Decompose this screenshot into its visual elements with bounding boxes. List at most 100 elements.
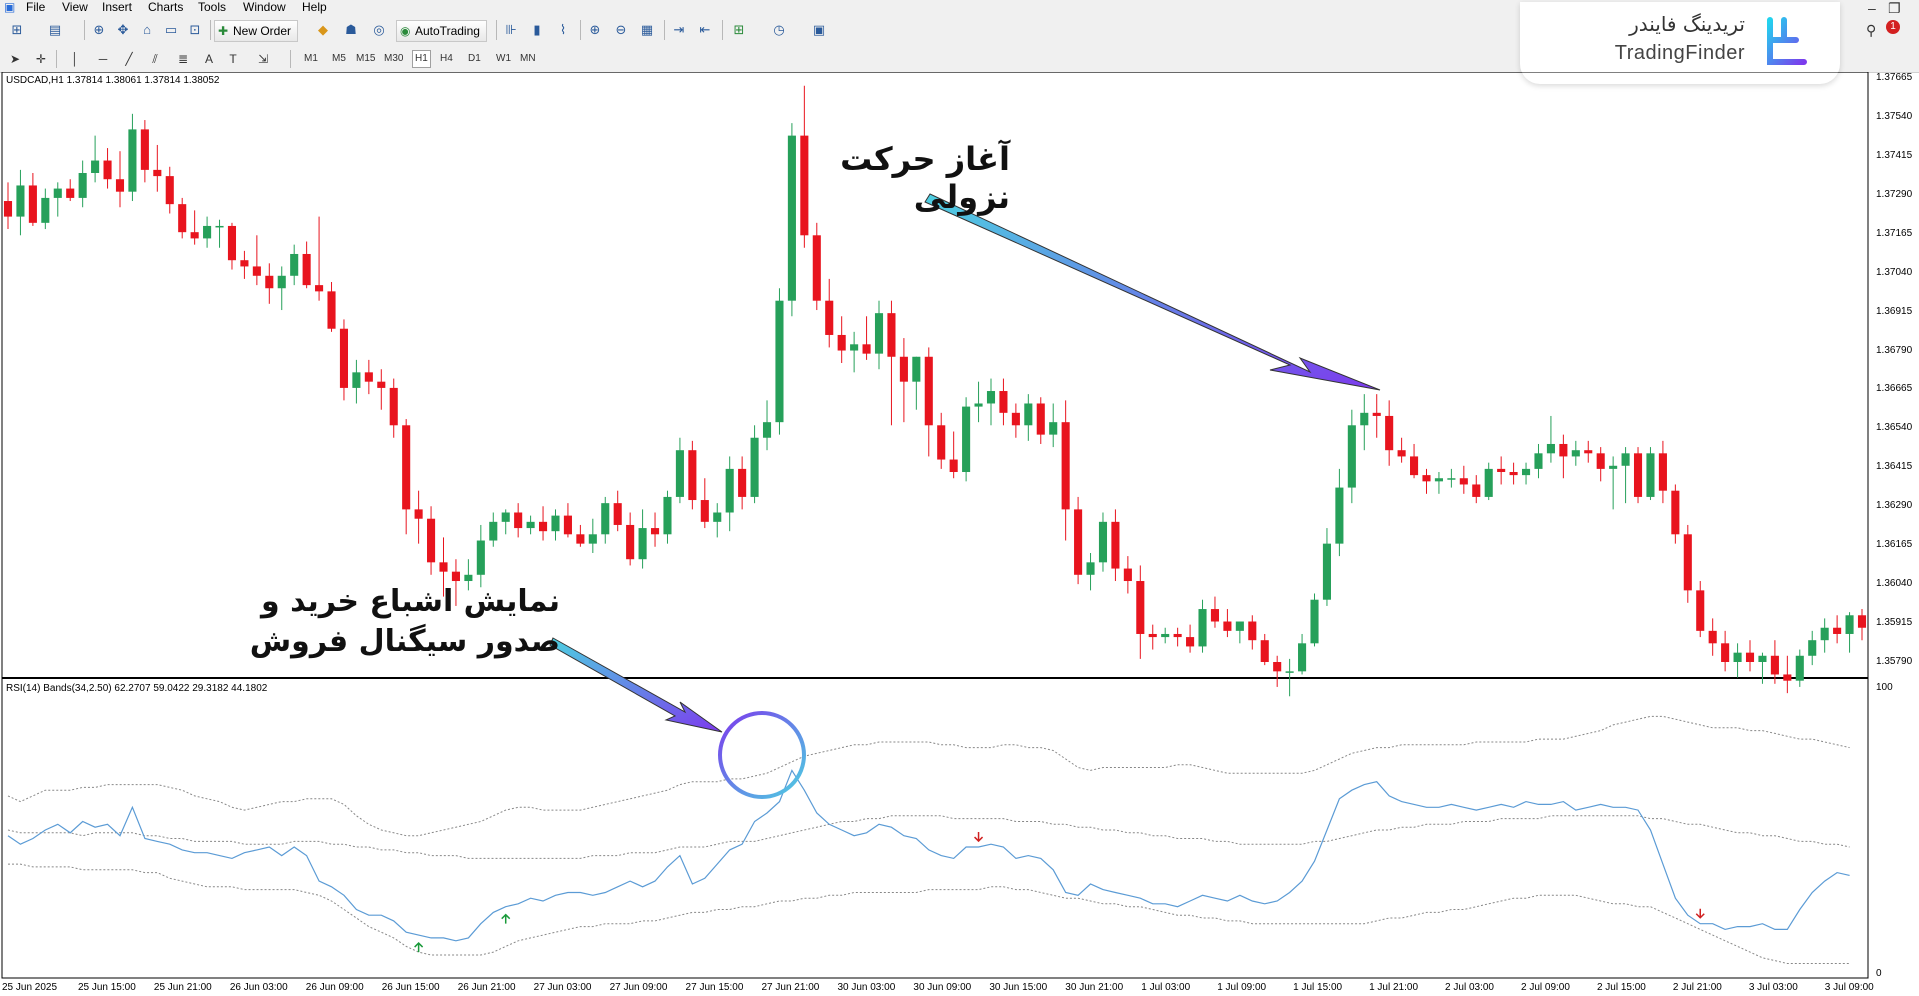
price-axis-label: 1.36665 (1876, 383, 1913, 395)
candle-body (315, 285, 324, 292)
candle-body (912, 356, 921, 382)
timeframe-m15[interactable]: M15 (356, 53, 376, 64)
new-order-icon: ✚ (218, 24, 229, 38)
candle-body (1434, 478, 1443, 482)
chart-window[interactable]: USDCAD,H1 1.37814 1.38061 1.37814 1.3805… (0, 72, 1919, 996)
timeframe-d1[interactable]: D1 (468, 53, 481, 64)
chart-frame (1, 72, 1869, 979)
chart-shift-icon[interactable]: ⇥ (673, 22, 685, 37)
vertical-line-icon[interactable]: │ (71, 52, 79, 66)
profiles-icon[interactable]: ▤ (48, 22, 62, 37)
candle-body (1658, 453, 1667, 491)
market-icon[interactable]: ◎ (373, 22, 385, 37)
indicators-icon[interactable]: ⊞ (733, 22, 745, 37)
candle-body (962, 406, 971, 473)
candle-body (1795, 655, 1804, 681)
tester-icon[interactable]: ⊡ (189, 22, 201, 37)
menu-window[interactable]: Window (243, 0, 286, 14)
periods-icon[interactable]: ◷ (773, 22, 785, 37)
zoom-in-icon[interactable]: ⊕ (589, 22, 601, 37)
text-label-icon[interactable]: T (229, 52, 237, 66)
restore-icon[interactable]: ❐ (1888, 0, 1901, 16)
metaeditor-icon[interactable]: ◆ (318, 22, 328, 37)
price-axis-label: 1.36540 (1876, 422, 1913, 434)
candle-body (1285, 671, 1294, 673)
candle-body (302, 253, 311, 286)
new-chart-icon[interactable]: ⊞ (11, 22, 23, 37)
channel-icon[interactable]: ⫽ (152, 52, 158, 66)
time-axis-label: 26 Jun 21:00 (457, 982, 516, 993)
time-axis-label: 2 Jul 21:00 (1672, 982, 1722, 993)
text-icon[interactable]: A (204, 52, 213, 66)
autotrading-button[interactable]: ◉ AutoTrading (396, 20, 487, 42)
navigator-icon[interactable]: ⌂ (143, 22, 151, 37)
candle-body (377, 381, 386, 388)
buy-signal-arrow (414, 942, 424, 953)
time-axis-label: 30 Jun 15:00 (989, 982, 1048, 993)
crosshair-icon[interactable]: ✛ (35, 52, 47, 66)
candle-body (1447, 478, 1456, 480)
candle-body (1546, 443, 1555, 454)
candle-body (1260, 640, 1269, 662)
candle-body (874, 313, 884, 354)
menu-file[interactable]: File (26, 0, 46, 14)
line-chart-icon[interactable]: ⌇ (559, 22, 567, 37)
candle-body (215, 225, 224, 228)
signals-icon[interactable]: ☗ (345, 22, 357, 37)
candle-body (1322, 543, 1331, 600)
tile-windows-icon[interactable]: ▦ (640, 22, 654, 37)
market-watch-icon[interactable]: ⊕ (93, 22, 105, 37)
fibonacci-icon[interactable]: ≣ (177, 52, 189, 66)
candle-body (1123, 568, 1132, 582)
timeframe-h4[interactable]: H4 (440, 53, 453, 64)
new-order-label: New Order (233, 24, 292, 38)
candle-body (1459, 478, 1468, 485)
timeframe-mn[interactable]: MN (520, 53, 536, 64)
candle-body (190, 232, 199, 239)
timeframe-w1[interactable]: W1 (496, 53, 511, 64)
bar-chart-icon[interactable]: ⊪ (505, 22, 517, 37)
candle-body (1011, 412, 1020, 426)
candle-body (1633, 453, 1643, 497)
data-window-icon[interactable]: ✥ (117, 22, 129, 37)
trendline-icon[interactable]: ╱ (125, 52, 133, 66)
arrows-icon[interactable]: ⇲ (257, 52, 269, 66)
timeframe-h1[interactable]: H1 (412, 50, 431, 68)
price-axis-label: 1.36040 (1876, 578, 1913, 590)
candle-body (825, 300, 834, 335)
price-chart[interactable] (0, 72, 1919, 996)
price-axis-label: 1.35790 (1876, 656, 1913, 667)
candle-body (290, 253, 299, 276)
brand-name-fa: تریدینگ فایندر (1629, 12, 1745, 36)
timeframe-m30[interactable]: M30 (384, 53, 404, 64)
menu-help[interactable]: Help (302, 0, 327, 14)
candle-body (887, 313, 896, 357)
new-order-button[interactable]: ✚ New Order (214, 20, 299, 42)
zoom-out-icon[interactable]: ⊖ (615, 22, 627, 37)
menu-charts[interactable]: Charts (148, 0, 184, 14)
autoscroll-icon[interactable]: ⇤ (699, 22, 711, 37)
minimize-icon[interactable]: – (1868, 0, 1876, 16)
timeframe-m1[interactable]: M1 (304, 53, 318, 64)
templates-icon[interactable]: ▣ (812, 22, 826, 37)
candle-body (551, 515, 560, 532)
candle-body (563, 515, 572, 535)
menu-insert[interactable]: Insert (102, 0, 133, 14)
menu-tools[interactable]: Tools (198, 0, 227, 14)
search-icon[interactable]: ⚲ (1866, 22, 1877, 38)
candle-body (1335, 487, 1344, 544)
candle-body (1347, 425, 1356, 488)
timeframe-m5[interactable]: M5 (332, 53, 346, 64)
candle-body (66, 188, 75, 198)
candle-body (650, 528, 660, 535)
terminal-icon[interactable]: ▭ (164, 22, 178, 37)
notifications-icon[interactable]: 1 (1886, 20, 1900, 34)
candlestick-icon[interactable]: ▮ (533, 22, 541, 37)
cursor-icon[interactable]: ➤ (9, 52, 21, 66)
rsi-indicator (8, 716, 1850, 964)
candle-body (1173, 633, 1182, 638)
horizontal-line-icon[interactable]: ─ (98, 52, 108, 66)
candle-body (638, 528, 647, 560)
menu-view[interactable]: View (62, 0, 88, 14)
candle-body (1770, 655, 1779, 675)
